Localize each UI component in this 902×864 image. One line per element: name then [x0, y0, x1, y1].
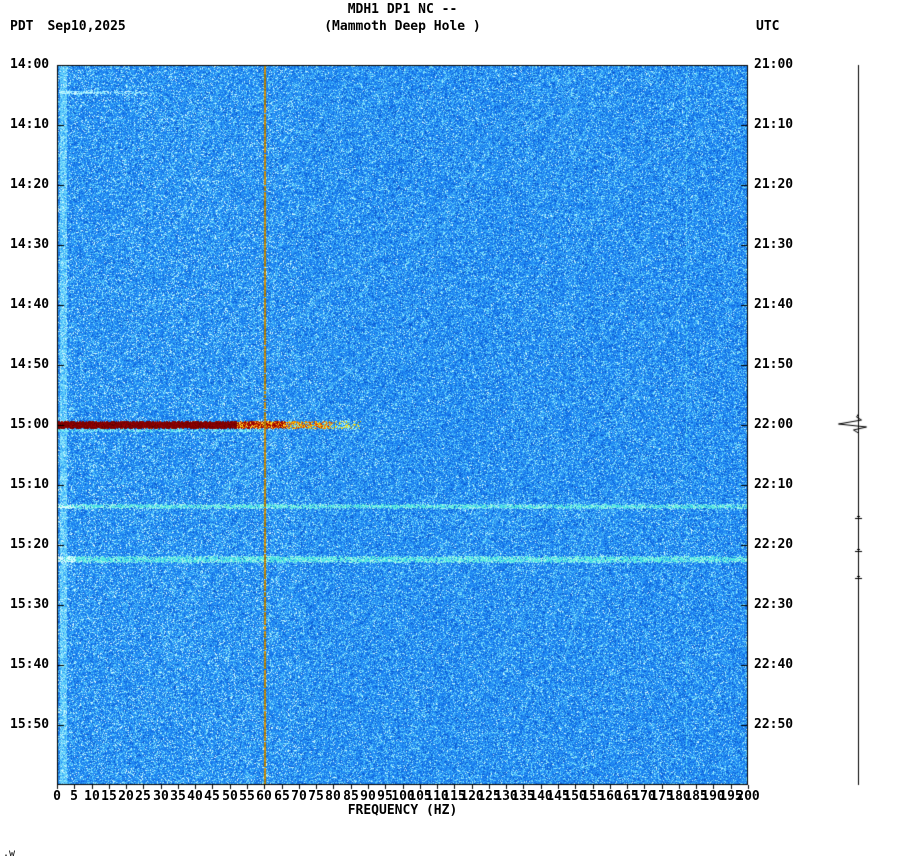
- date-label: Sep10,2025: [47, 19, 126, 34]
- local-timezone-date: PDT Sep10,2025: [10, 20, 126, 34]
- timezone-left-label: PDT: [10, 19, 34, 34]
- station-title: MDH1 DP1 NC --: [347, 2, 458, 17]
- frequency-axis-title: FREQUENCY (HZ): [347, 803, 458, 818]
- timezone-right-label: UTC: [756, 19, 780, 34]
- corner-text: .w: [3, 848, 16, 859]
- station-subtitle: (Mammoth Deep Hole ): [324, 19, 481, 34]
